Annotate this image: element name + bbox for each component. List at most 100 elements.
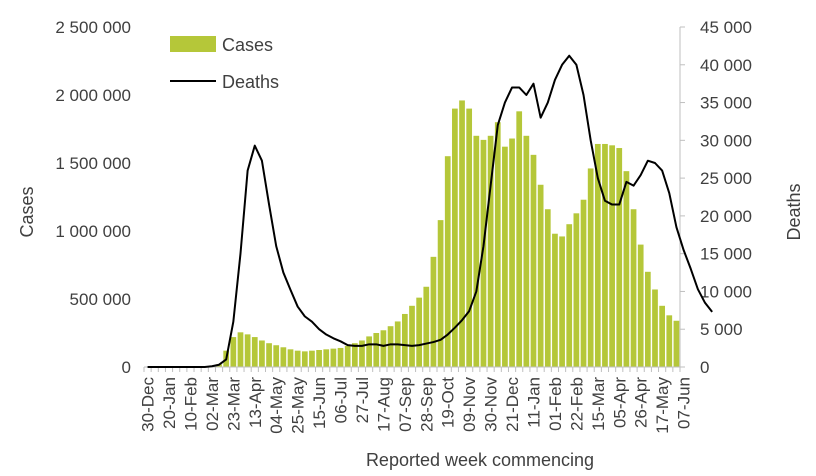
right-tick-label: 45 000: [700, 18, 752, 37]
cases-bar: [359, 340, 365, 367]
cases-bar: [437, 220, 444, 367]
cases-bar: [552, 233, 558, 367]
x-tick-label: 28-Sep: [417, 377, 436, 432]
cases-bar: [659, 305, 665, 367]
cases-bar: [587, 168, 594, 367]
cases-bar: [509, 138, 515, 367]
x-tick-label: 07-Jun: [675, 377, 694, 429]
cases-bar: [573, 213, 580, 367]
cases-bar: [309, 350, 315, 367]
cases-bar: [644, 271, 651, 367]
cases-bar: [251, 337, 258, 367]
left-axis-ticks: 0 500 000 1 000 000 1 500 000 2 000 000 2 500…: [55, 18, 131, 377]
right-tick-label: 30 000: [700, 131, 752, 150]
x-tick-label: 22-Feb: [567, 377, 586, 431]
cases-bar: [466, 108, 473, 367]
left-tick-label: 1 000 000: [55, 222, 131, 241]
cases-bar: [266, 343, 272, 367]
cases-bar: [666, 315, 673, 367]
x-tick-label: 26-Apr: [632, 377, 651, 428]
x-axis-title: Reported week commencing: [366, 450, 594, 470]
y-axis-right-title: Deaths: [784, 183, 804, 240]
cases-bar: [387, 326, 394, 367]
x-tick-label: 10-Feb: [181, 377, 200, 431]
cases-bar: [594, 143, 601, 367]
x-tick-label: 15-Mar: [589, 377, 608, 431]
cases-bar: [330, 348, 337, 367]
cases-bar: [473, 135, 480, 367]
left-tick-label: 0: [122, 358, 131, 377]
legend-cases-swatch: [170, 36, 216, 52]
left-tick-label: 1 500 000: [55, 154, 131, 173]
x-tick-label: 15-Jun: [310, 377, 329, 429]
legend: Cases Deaths: [170, 35, 279, 92]
cases-bar: [637, 244, 644, 367]
x-tick-label: 17-Aug: [374, 377, 393, 432]
cases-bar: [630, 209, 637, 367]
left-tick-label: 500 000: [70, 290, 131, 309]
x-tick-label: 27-Jul: [353, 377, 372, 423]
cases-bar: [401, 313, 408, 367]
cases-bar: [323, 349, 330, 367]
cases-bar: [273, 345, 280, 367]
x-tick-label: 21-Dec: [503, 377, 522, 432]
cases-bar: [237, 332, 244, 367]
x-tick-label: 25-May: [289, 377, 308, 434]
cases-bar: [487, 135, 494, 367]
cases-bar: [316, 350, 322, 367]
cases-bar: [652, 289, 658, 367]
cases-bar: [337, 347, 344, 367]
cases-bar: [559, 236, 565, 367]
left-tick-label: 2 500 000: [55, 18, 131, 37]
cases-bar: [230, 337, 237, 367]
x-tick-label: 30-Dec: [139, 377, 158, 432]
cases-bar: [244, 334, 251, 367]
cases-bar: [416, 297, 423, 367]
right-tick-label: 20 000: [700, 207, 752, 226]
cases-bars: [209, 100, 680, 367]
right-tick-label: 15 000: [700, 245, 752, 264]
deaths-line: [147, 54, 713, 368]
cases-bar: [480, 139, 487, 367]
cases-bar: [494, 122, 501, 367]
right-tick-label: 25 000: [700, 169, 752, 188]
cases-bar: [544, 209, 551, 367]
cases-bar: [530, 154, 537, 367]
cases-bar: [609, 145, 615, 367]
right-tick-label: 5 000: [700, 320, 743, 339]
cases-bar: [344, 345, 351, 367]
x-tick-label: 30-Nov: [482, 377, 501, 432]
cases-bar: [380, 330, 387, 367]
x-axis-ticks: [143, 367, 681, 372]
x-tick-label: 11-Jan: [524, 377, 543, 428]
cases-bar: [301, 351, 308, 367]
cases-bar: [373, 333, 380, 367]
cases-bar: [502, 146, 508, 367]
left-tick-label: 2 000 000: [55, 86, 131, 105]
x-tick-label: 23-Mar: [224, 377, 243, 431]
x-axis-labels: 30-Dec 20-Jan 10-Feb 02-Mar 23-Mar 13-Apr 04-M…: [139, 377, 694, 434]
cases-bar: [351, 343, 358, 367]
x-tick-label: 17-May: [653, 377, 672, 434]
right-tick-label: 40 000: [700, 56, 752, 75]
x-tick-label: 19-Oct: [439, 377, 458, 428]
cases-bar: [366, 336, 372, 367]
cases-bar: [616, 148, 623, 367]
x-tick-label: 06-Jul: [332, 377, 351, 423]
x-tick-label: 07-Sep: [396, 377, 415, 432]
right-tick-label: 35 000: [700, 94, 752, 113]
x-tick-label: 02-Mar: [203, 377, 222, 431]
right-tick-label: 0: [700, 358, 709, 377]
x-tick-label: 13-Apr: [246, 377, 265, 428]
cases-bar: [537, 184, 544, 367]
cases-bar: [459, 100, 465, 367]
legend-cases-label: Cases: [222, 35, 273, 55]
cases-bar: [444, 156, 451, 367]
cases-bar: [259, 340, 265, 367]
legend-deaths-label: Deaths: [222, 72, 279, 92]
cases-bar: [280, 347, 287, 367]
x-tick-label: 09-Nov: [460, 377, 479, 432]
cases-bar: [516, 111, 523, 367]
x-tick-label: 05-Apr: [610, 377, 629, 428]
cases-bar: [294, 350, 301, 367]
